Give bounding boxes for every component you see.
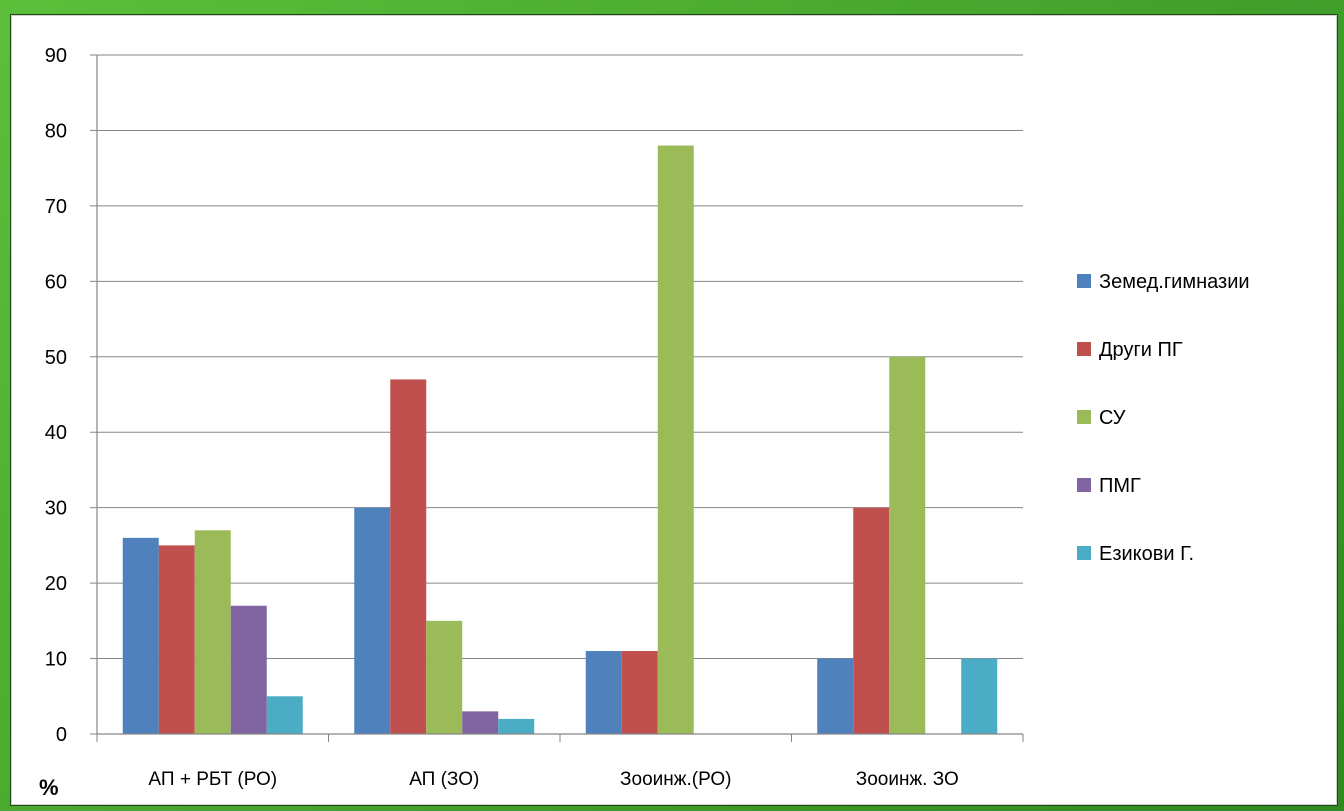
- bars: [122, 145, 998, 735]
- y-tick-label: 10: [45, 649, 67, 671]
- bar: [426, 620, 463, 734]
- bar: [853, 507, 890, 734]
- bar: [390, 379, 427, 734]
- y-tick-label: 30: [45, 498, 67, 520]
- axes: [96, 55, 1024, 742]
- y-tick-label: 0: [56, 724, 67, 746]
- bar: [122, 537, 159, 734]
- chart-panel: 0 10 20 30 40 50 60 70 80 90 АП + РБТ (РО) АП (ЗО)…: [10, 14, 1338, 806]
- bar-chart: 0 10 20 30 40 50 60 70 80 90 АП + РБТ (РО) АП (ЗО)…: [39, 45, 1250, 800]
- legend-label: Земед.гимназии: [1099, 271, 1250, 293]
- x-axis-categories: АП + РБТ (РО) АП (ЗО) Зооинж.(РО) Зооинж. З…: [148, 769, 958, 790]
- bar: [194, 530, 231, 734]
- gridlines: [97, 54, 1023, 660]
- y-tick-label: 80: [45, 120, 67, 142]
- legend-swatch: [1077, 410, 1091, 424]
- bar: [266, 696, 303, 734]
- bar: [621, 651, 658, 734]
- y-tick-label: 40: [45, 422, 67, 444]
- legend-label: Езикови Г.: [1099, 543, 1194, 565]
- y-tick-label: 90: [45, 45, 67, 67]
- bar: [230, 605, 267, 734]
- x-category-label: АП (ЗО): [409, 769, 479, 790]
- legend-swatch: [1077, 342, 1091, 356]
- legend: Земед.гимназии Други ПГ СУ ПМГ Езикови Г.: [1077, 271, 1250, 565]
- bar: [498, 718, 535, 734]
- bar: [158, 545, 195, 734]
- y-tick-label: 20: [45, 573, 67, 595]
- bar: [354, 507, 391, 734]
- bar: [889, 356, 926, 734]
- bar: [817, 658, 854, 734]
- bar: [961, 658, 998, 734]
- y-tick-label: 60: [45, 271, 67, 293]
- y-axis-ticks: 0 10 20 30 40 50 60 70 80 90: [45, 45, 97, 746]
- x-category-label: Зооинж. ЗО: [856, 769, 959, 790]
- legend-label: СУ: [1099, 407, 1126, 429]
- bar: [657, 145, 694, 735]
- legend-label: Други ПГ: [1099, 339, 1183, 361]
- legend-label: ПМГ: [1099, 475, 1141, 497]
- y-axis-unit-label: %: [39, 775, 59, 800]
- legend-swatch: [1077, 274, 1091, 288]
- x-category-label: АП + РБТ (РО): [148, 769, 277, 790]
- y-tick-label: 50: [45, 347, 67, 369]
- legend-swatch: [1077, 546, 1091, 560]
- bar: [585, 651, 622, 734]
- x-category-label: Зооинж.(РО): [620, 769, 731, 790]
- bar: [462, 711, 499, 734]
- legend-swatch: [1077, 478, 1091, 492]
- y-tick-label: 70: [45, 196, 67, 218]
